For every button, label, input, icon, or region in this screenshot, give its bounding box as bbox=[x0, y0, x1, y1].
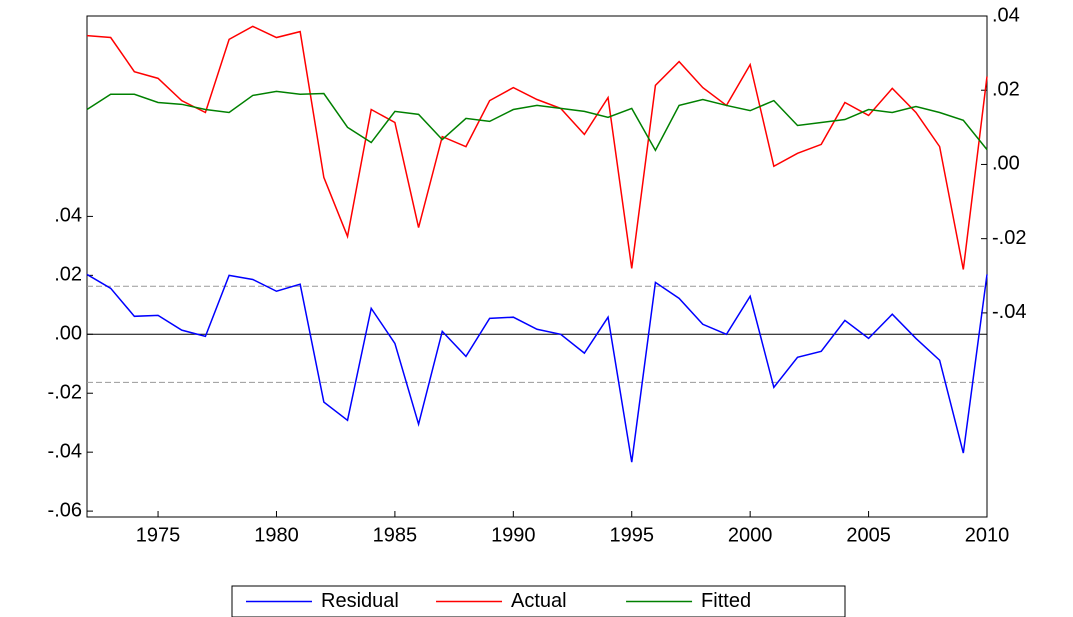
legend-label: Fitted bbox=[701, 590, 751, 612]
y-tick-label: .04 bbox=[54, 205, 82, 227]
x-tick-label: 1975 bbox=[136, 524, 181, 546]
series-line bbox=[86, 273, 988, 463]
y-tick-label: -.02 bbox=[48, 382, 82, 404]
legend-label: Actual bbox=[511, 590, 567, 612]
y-tick-label: -.04 bbox=[48, 440, 82, 462]
y2-tick-label: .02 bbox=[992, 79, 1020, 101]
x-tick-label: 2000 bbox=[728, 524, 773, 546]
x-tick-label: 1980 bbox=[254, 524, 299, 546]
y-tick-label: -.06 bbox=[48, 499, 82, 521]
x-tick-label: 1985 bbox=[373, 524, 418, 546]
x-tick-label: 2005 bbox=[846, 524, 891, 546]
y2-tick-label: .00 bbox=[992, 153, 1020, 175]
x-tick-label: 1990 bbox=[491, 524, 536, 546]
legend-box bbox=[231, 585, 846, 617]
series-line bbox=[86, 90, 988, 152]
legend-label: Residual bbox=[321, 590, 399, 612]
plot-frame bbox=[86, 15, 988, 518]
y-tick-label: .02 bbox=[54, 264, 82, 286]
x-tick-label: 1995 bbox=[609, 524, 654, 546]
y2-tick-label: -.02 bbox=[992, 227, 1026, 249]
x-tick-label: 2010 bbox=[965, 524, 1010, 546]
y2-tick-label: .04 bbox=[992, 4, 1020, 26]
y2-tick-label: -.04 bbox=[992, 301, 1026, 323]
series-line bbox=[86, 25, 988, 270]
y-tick-label: .00 bbox=[54, 323, 82, 345]
